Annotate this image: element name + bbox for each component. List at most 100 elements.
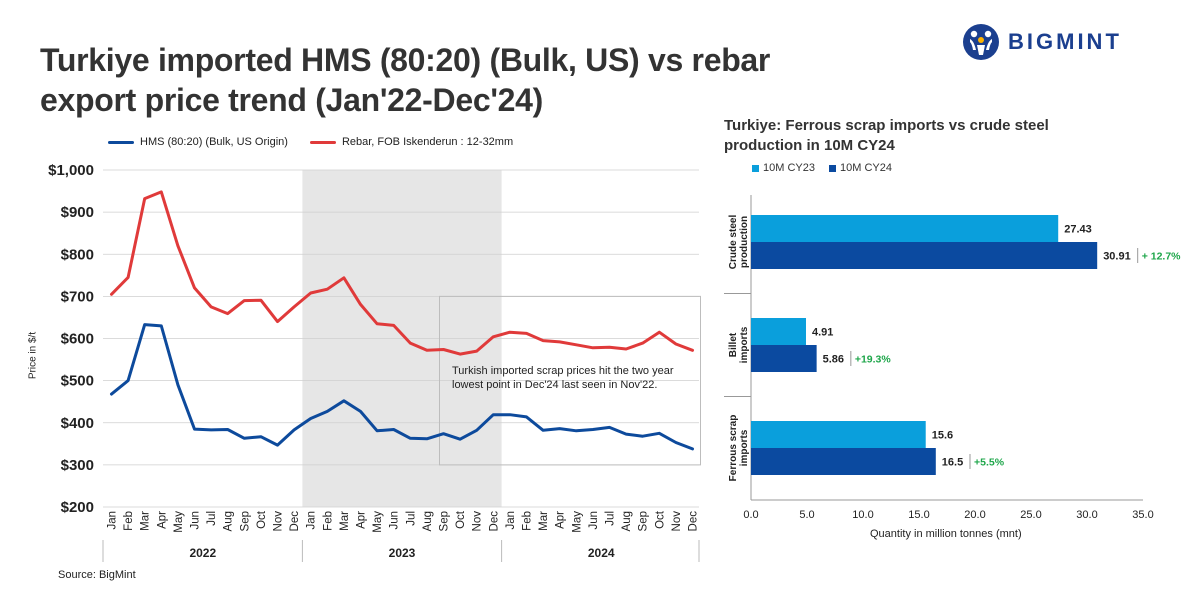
annotation-box xyxy=(439,295,701,466)
page-title: Turkiye imported HMS (80:20) (Bulk, US) … xyxy=(40,42,771,118)
y-tick-label: $600 xyxy=(61,331,94,348)
category-label: Crude steelproduction xyxy=(728,215,750,270)
x-tick-label: Sep xyxy=(638,511,650,531)
x-tick-label: Apr xyxy=(156,511,168,529)
right-chart-legend: 10M CY23 10M CY24 xyxy=(752,162,906,174)
rebar-series-line xyxy=(110,190,694,356)
x-tick-label: 35.0 xyxy=(1132,509,1153,521)
bar-cy24 xyxy=(751,345,817,372)
x-tick-label: Oct xyxy=(654,510,666,529)
brand-logo: BIGMINT xyxy=(962,22,1122,62)
y-tick-label: $500 xyxy=(61,373,94,390)
x-tick-label: Feb xyxy=(322,511,334,531)
x-tick-label: 10.0 xyxy=(852,509,873,521)
bar-value-label: 5.86 xyxy=(823,354,844,366)
x-tick-label: Jun xyxy=(190,511,202,530)
legend-item-cy23: 10M CY23 xyxy=(752,162,815,174)
x-tick-label: Apr xyxy=(555,511,567,529)
x-tick-label: Aug xyxy=(621,511,633,531)
bar-value-label: 16.5 xyxy=(942,457,963,469)
x-tick-label: Aug xyxy=(223,511,235,531)
x-tick-label: Dec xyxy=(289,511,301,532)
year-label: 2024 xyxy=(588,546,615,560)
hms-series-line xyxy=(110,323,694,451)
legend-item-hms: HMS (80:20) (Bulk, US Origin) xyxy=(108,136,288,148)
x-tick-label: Jun xyxy=(588,511,600,530)
x-tick-label: Mar xyxy=(339,511,351,531)
legend-item-rebar: Rebar, FOB Iskenderun : 12-32mm xyxy=(309,136,514,148)
legend-label-cy23: 10M CY23 xyxy=(763,162,815,174)
x-tick-label: Jul xyxy=(206,511,218,526)
y-tick-label: $800 xyxy=(61,246,94,263)
growth-label: + 12.7% xyxy=(1142,251,1181,263)
x-tick-label: 0.0 xyxy=(743,509,758,521)
x-tick-label: Nov xyxy=(472,511,484,532)
y-tick-label: $1,000 xyxy=(48,162,94,179)
legend-line-hms xyxy=(108,140,134,144)
year-label: 2022 xyxy=(189,546,216,560)
bar-value-label: 15.6 xyxy=(932,430,953,442)
x-tick-label: Nov xyxy=(671,511,683,532)
x-tick-label: Aug xyxy=(422,511,434,531)
legend-swatch-cy24 xyxy=(828,164,836,172)
category-label: Ferrous scrapimports xyxy=(728,415,750,482)
y-tick-label: $400 xyxy=(61,415,94,432)
growth-label: +5.5% xyxy=(974,457,1005,469)
left-chart-legend: HMS (80:20) (Bulk, US Origin) Rebar, FOB… xyxy=(108,136,535,148)
legend-label-cy24: 10M CY24 xyxy=(839,162,892,174)
x-tick-label: Mar xyxy=(140,511,152,531)
bar-cy23 xyxy=(751,215,1059,242)
y-tick-label: $200 xyxy=(61,499,94,516)
x-tick-label: May xyxy=(173,511,185,533)
chart-annotation: Turkish imported scrap prices hit the tw… xyxy=(452,365,674,391)
legend-label-rebar: Rebar, FOB Iskenderun : 12-32mm xyxy=(341,136,514,148)
year-label: 2023 xyxy=(389,546,416,560)
x-tick-label: Oct xyxy=(455,510,467,529)
x-tick-label: May xyxy=(571,511,583,533)
x-tick-label: Mar xyxy=(538,511,550,531)
y-tick-label: $700 xyxy=(61,288,94,305)
x-tick-label: Apr xyxy=(356,511,368,529)
category-label: Billetimports xyxy=(728,326,750,363)
x-tick-label: 25.0 xyxy=(1020,509,1041,521)
x-tick-label: Jan xyxy=(505,511,517,530)
x-tick-label: 5.0 xyxy=(799,509,814,521)
bar-value-label: 30.91 xyxy=(1103,251,1131,263)
x-tick-label: Dec xyxy=(488,511,500,532)
x-tick-label: 15.0 xyxy=(908,509,929,521)
x-tick-label: Nov xyxy=(273,511,285,532)
x-tick-label: Sep xyxy=(239,511,251,531)
bar-value-label: 27.43 xyxy=(1064,224,1092,236)
x-tick-label: 30.0 xyxy=(1076,509,1097,521)
bigmint-logo-icon xyxy=(963,24,999,60)
brand-name: BIGMINT xyxy=(1008,29,1122,54)
x-tick-label: Feb xyxy=(522,511,534,531)
x-tick-label: Dec xyxy=(688,511,700,532)
x-tick-label: May xyxy=(372,511,384,533)
bar-value-label: 4.91 xyxy=(812,327,833,339)
growth-label: +19.3% xyxy=(855,354,892,366)
legend-swatch-cy23 xyxy=(752,164,759,172)
source-note: Source: BigMint xyxy=(58,569,136,581)
x-tick-label: Jul xyxy=(405,511,417,526)
bar-cy24 xyxy=(751,448,936,475)
legend-item-cy24: 10M CY24 xyxy=(828,162,892,174)
y-tick-label: $300 xyxy=(61,457,94,474)
bar-cy24 xyxy=(751,242,1098,269)
x-tick-label: Jan xyxy=(306,511,318,530)
legend-line-rebar xyxy=(309,140,336,144)
bar-cy23 xyxy=(751,318,806,345)
bar-cy23 xyxy=(751,421,926,448)
x-tick-label: 20.0 xyxy=(964,509,985,521)
x-tick-label: Oct xyxy=(256,510,268,529)
y-tick-label: $900 xyxy=(61,204,94,221)
right-chart-title: Turkiye: Ferrous scrap imports vs crude … xyxy=(724,117,1049,154)
x-tick-label: Jun xyxy=(389,511,401,530)
x-tick-label: Jul xyxy=(605,511,617,526)
x-tick-label: Sep xyxy=(439,511,451,531)
x-tick-label: Feb xyxy=(123,511,135,531)
x-tick-label: Jan xyxy=(107,511,119,530)
right-chart-x-axis-label: Quantity in million tonnes (mnt) xyxy=(870,528,1022,540)
legend-label-hms: HMS (80:20) (Bulk, US Origin) xyxy=(140,136,288,148)
